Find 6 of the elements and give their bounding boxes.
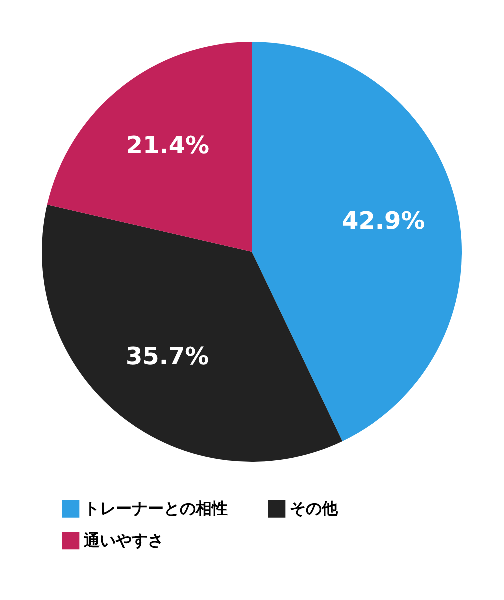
legend-label: その他 [290,499,339,518]
legend-label: トレーナーとの相性 [84,499,228,518]
data-label: 21.4% [126,131,210,160]
legend-label: 通いやすさ [83,531,164,550]
data-label: 35.7% [126,342,210,370]
data-label: 42.9% [342,207,426,236]
